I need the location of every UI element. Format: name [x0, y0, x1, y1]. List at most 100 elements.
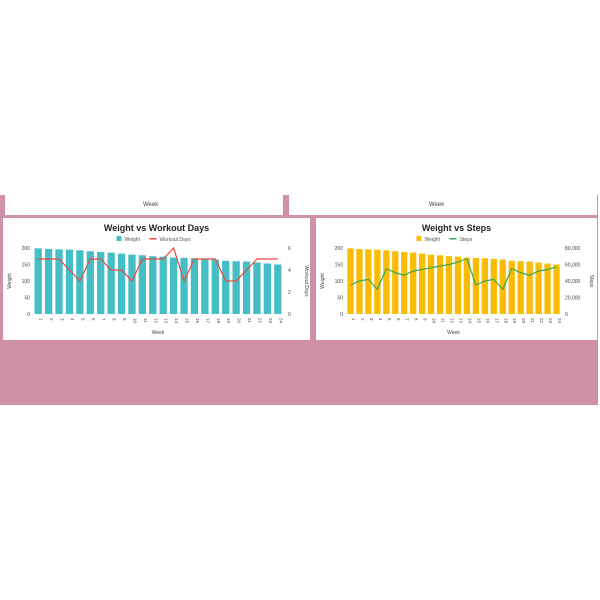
- x-tick-label: 2: [49, 318, 54, 321]
- x-tick-label: 21: [530, 318, 535, 324]
- y-tick-label: 0: [340, 312, 343, 318]
- bar-week-5: [76, 250, 84, 314]
- x-tick-label: 16: [485, 318, 490, 324]
- chart-title: Weight vs Steps: [422, 223, 491, 233]
- x-tick-label: 3: [369, 318, 374, 321]
- x-axis-label: Week: [429, 202, 445, 208]
- y-axis-label: Weight: [320, 273, 326, 289]
- weight-vs-steps-chart-card: Weight vs Steps Weight Steps 0 50 100 150 200 0 2…: [316, 218, 597, 340]
- x-tick-label: 8: [112, 318, 117, 321]
- bar-week-12: [445, 256, 453, 314]
- bar-week-19: [222, 260, 230, 314]
- y2-tick-label: 80,000: [565, 246, 581, 252]
- x-tick-label: 14: [467, 318, 472, 324]
- bar-week-10: [128, 254, 136, 314]
- y-tick-label: 150: [22, 263, 31, 269]
- x-tick-label: 16: [195, 318, 200, 324]
- x-tick-label: 7: [101, 318, 106, 321]
- bar-week-23: [544, 263, 551, 314]
- bar-week-19: [508, 260, 515, 314]
- x-tick-label: 23: [548, 318, 553, 324]
- y2-tick-label: 2: [288, 290, 291, 296]
- bar-week-9: [117, 253, 126, 314]
- legend-swatch-weight: [116, 236, 122, 241]
- bar-week-20: [517, 261, 524, 314]
- x-tick-label: 7: [405, 318, 410, 321]
- y-tick-label: 200: [335, 246, 344, 252]
- x-tick-label: 22: [257, 318, 262, 324]
- x-axis-label: Week: [447, 330, 460, 336]
- x-tick-label: 10: [432, 318, 437, 324]
- x-tick-label: 9: [122, 318, 127, 321]
- bar-week-22: [535, 262, 542, 314]
- y2-tick-label: 40,000: [565, 279, 581, 285]
- x-tick-label: 12: [450, 318, 455, 324]
- x-tick-label: 17: [205, 318, 210, 324]
- bar-week-2: [44, 248, 53, 314]
- dashboard-background: Week Week Weight vs Workout Days Weight Wo…: [0, 185, 598, 405]
- legend-label: Weight: [125, 237, 141, 243]
- bar-week-8: [107, 252, 115, 314]
- x-tick-label: 11: [143, 318, 148, 323]
- x-tick-label: 5: [387, 318, 392, 321]
- x-tick-label: 14: [174, 318, 179, 324]
- legend-label: Steps: [460, 237, 473, 243]
- bar-week-16: [481, 258, 488, 314]
- x-tick-label: 18: [503, 318, 508, 324]
- chart-title: Weight vs Workout Days: [104, 223, 209, 233]
- bar-week-8: [410, 252, 417, 314]
- x-tick-label: 20: [237, 318, 242, 324]
- bar-week-6: [86, 251, 94, 314]
- bar-week-14: [463, 257, 471, 314]
- x-tick-label: 17: [494, 318, 499, 324]
- y-axis-label: Weight: [7, 273, 13, 289]
- legend-swatch-weight: [416, 236, 422, 241]
- x-tick-label: 6: [91, 318, 96, 321]
- bar-week-14: [169, 257, 178, 314]
- x-axis-label: Week: [152, 330, 165, 336]
- bar-week-18: [499, 259, 506, 314]
- line-series-steps: [350, 257, 557, 291]
- bar-week-1: [34, 248, 42, 314]
- y-tick-label: 50: [337, 296, 343, 302]
- bar-week-12: [149, 256, 157, 314]
- x-tick-label: 2: [360, 318, 365, 321]
- y-tick-label: 100: [335, 279, 344, 285]
- x-tick-label: 23: [268, 318, 273, 324]
- x-tick-label: 10: [132, 318, 137, 324]
- bar-week-4: [65, 249, 74, 314]
- x-tick-label: 11: [441, 318, 446, 323]
- legend-label: Workout Days: [160, 237, 192, 243]
- y2-tick-label: 4: [288, 268, 291, 274]
- y-tick-label: 200: [22, 246, 31, 252]
- bar-week-9: [419, 253, 426, 314]
- x-tick-label: 15: [185, 318, 190, 324]
- x-tick-label: 21: [247, 318, 252, 324]
- y2-tick-label: 6: [288, 246, 291, 252]
- y2-tick-label: 60,000: [565, 263, 581, 269]
- y2-tick-label: 20,000: [565, 296, 581, 302]
- bar-week-7: [97, 251, 105, 314]
- bar-week-16: [190, 258, 199, 314]
- bar-week-1: [347, 248, 354, 314]
- x-tick-label: 1: [351, 318, 356, 321]
- y-tick-label: 0: [27, 312, 30, 318]
- bar-week-18: [211, 259, 219, 314]
- bar-week-10: [427, 254, 435, 314]
- x-tick-label: 22: [539, 318, 544, 324]
- x-tick-label: 4: [378, 318, 383, 321]
- bar-week-13: [454, 256, 462, 314]
- bar-week-13: [159, 256, 167, 314]
- x-tick-label: 12: [153, 318, 158, 324]
- bar-week-24: [553, 264, 560, 314]
- x-tick-label: 15: [476, 318, 481, 324]
- x-tick-label: 4: [70, 318, 75, 321]
- top-left-chart-card: Week: [5, 185, 283, 215]
- x-tick-label: 24: [278, 318, 283, 324]
- x-tick-label: 19: [226, 318, 231, 324]
- bar-week-24: [274, 264, 282, 314]
- bar-week-5: [383, 250, 390, 314]
- weight-vs-workout-chart-card: Weight vs Workout Days Weight Workout Days…: [3, 218, 310, 340]
- bar-week-20: [232, 261, 240, 314]
